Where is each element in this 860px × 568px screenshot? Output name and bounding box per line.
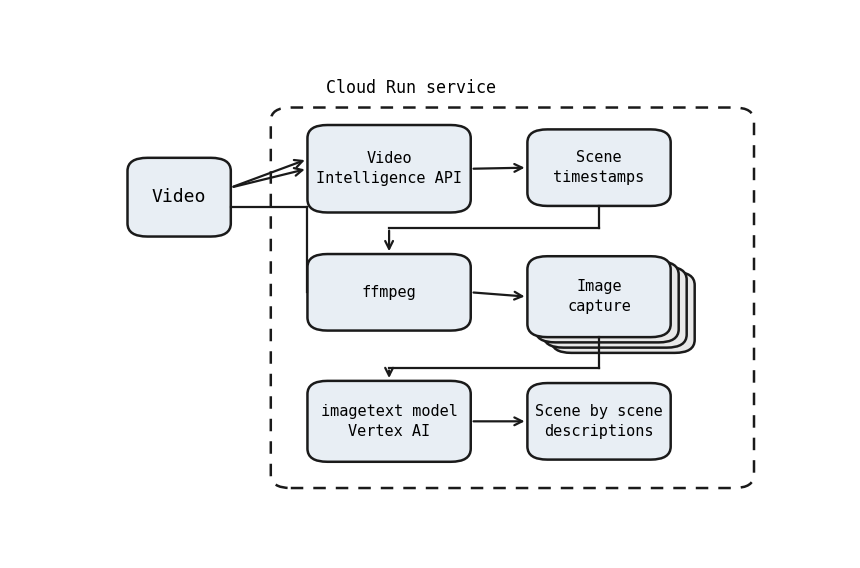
Text: Video
Intelligence API: Video Intelligence API [316, 151, 462, 186]
FancyBboxPatch shape [544, 267, 686, 348]
FancyBboxPatch shape [536, 261, 679, 343]
FancyBboxPatch shape [551, 272, 695, 353]
Text: ffmpeg: ffmpeg [362, 285, 416, 300]
FancyBboxPatch shape [308, 125, 470, 212]
Text: Cloud Run service: Cloud Run service [326, 79, 495, 97]
Text: Scene by scene
descriptions: Scene by scene descriptions [535, 404, 663, 438]
FancyBboxPatch shape [527, 256, 671, 337]
FancyBboxPatch shape [527, 383, 671, 460]
Text: imagetext model
Vertex AI: imagetext model Vertex AI [321, 404, 458, 438]
FancyBboxPatch shape [127, 158, 230, 236]
Text: Video: Video [152, 188, 206, 206]
FancyBboxPatch shape [308, 254, 470, 331]
FancyBboxPatch shape [527, 130, 671, 206]
Text: Scene
timestamps: Scene timestamps [554, 151, 645, 185]
Text: Image
capture: Image capture [567, 279, 631, 314]
FancyBboxPatch shape [308, 381, 470, 462]
